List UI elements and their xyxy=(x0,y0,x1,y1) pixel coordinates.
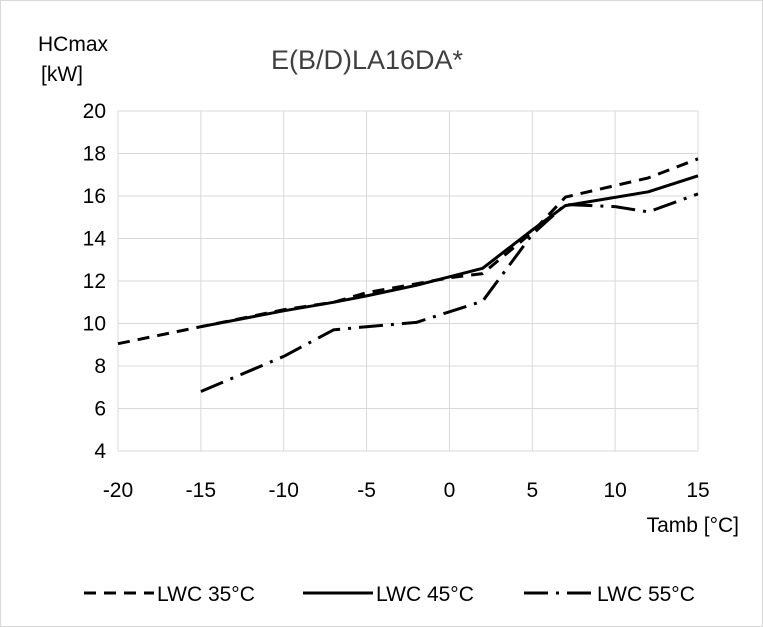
x-tick-label: 5 xyxy=(526,479,538,502)
legend-label-2: LWC 45°C xyxy=(376,583,474,606)
y-tick-label: 4 xyxy=(94,440,106,463)
y-tick-label: 18 xyxy=(83,143,106,166)
series-line-2 xyxy=(200,174,699,329)
series-line-1 xyxy=(117,157,699,346)
y-tick-label: 12 xyxy=(83,270,106,293)
y-tick-label: 20 xyxy=(83,100,106,123)
y-tick-label: 16 xyxy=(83,185,106,208)
chart-title: E(B/D)LA16DA* xyxy=(271,45,464,75)
y-tick-labels: 4 6 8 10 12 14 16 18 20 xyxy=(83,100,107,463)
gridlines xyxy=(117,110,699,452)
legend: LWC 35°C LWC 45°C LWC 55°C xyxy=(84,583,695,606)
y-axis-label-line1: HCmax xyxy=(38,33,109,56)
x-tick-label: -20 xyxy=(103,479,133,502)
y-tick-label: 8 xyxy=(94,355,106,378)
y-axis-label-line2: [kW] xyxy=(41,63,83,86)
x-tick-labels: -20 -15 -10 -5 0 5 10 15 xyxy=(103,479,710,502)
y-tick-label: 10 xyxy=(83,313,106,336)
x-tick-label: 0 xyxy=(444,479,456,502)
x-axis-label: Tamb [°C] xyxy=(647,514,739,537)
y-tick-label: 14 xyxy=(83,228,107,251)
x-tick-label: -10 xyxy=(269,479,299,502)
legend-label-3: LWC 55°C xyxy=(597,583,695,606)
series-lines xyxy=(117,157,699,393)
legend-label-1: LWC 35°C xyxy=(157,583,255,606)
y-tick-label: 6 xyxy=(94,398,106,421)
series-line-3 xyxy=(200,192,699,393)
x-tick-label: 10 xyxy=(603,479,626,502)
x-tick-label: 15 xyxy=(686,479,709,502)
x-tick-label: -5 xyxy=(357,479,376,502)
x-tick-label: -15 xyxy=(186,479,216,502)
